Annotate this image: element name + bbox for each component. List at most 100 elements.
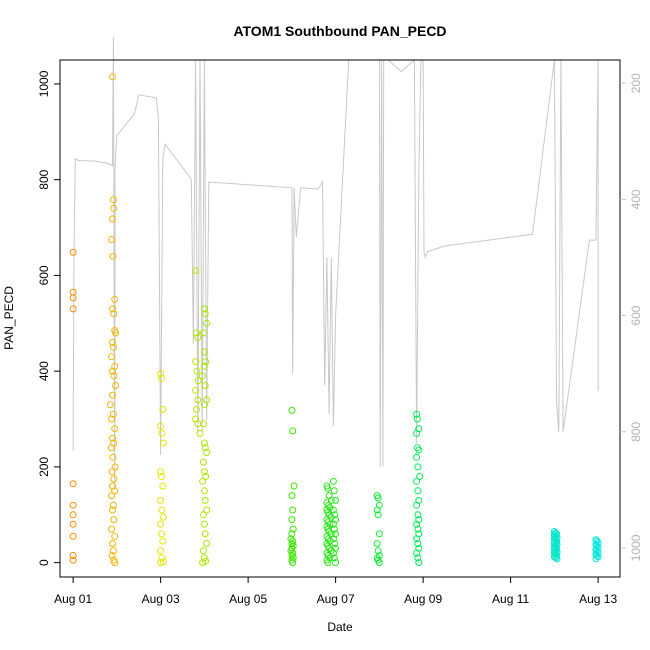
data-point [108,353,116,361]
data-point [108,468,116,476]
data-point [594,543,602,551]
data-point [329,549,337,557]
data-point [110,516,118,524]
data-point [111,487,119,495]
data-point [109,547,117,555]
data-point [200,439,208,447]
data-point [158,554,166,562]
data-point [413,410,421,418]
data-point [329,506,337,514]
data-point [109,506,116,514]
x-tick-label: Aug 09 [404,592,442,606]
data-point [159,537,167,545]
data-point [108,552,116,559]
data-point [200,348,208,356]
data-point [157,370,165,378]
data-point [109,367,116,375]
data-point [551,550,559,558]
data-point [289,525,297,533]
data-point [329,520,337,528]
secondary-series-line [72,36,599,490]
data-point [200,420,207,428]
data-point [108,492,116,500]
data-point [550,528,558,535]
data-point [375,552,383,559]
data-points-layer [69,73,602,567]
data-point [550,549,558,557]
y2-tick-label: 800 [629,421,643,441]
data-point [109,338,116,346]
data-point [202,358,210,366]
data-point [550,535,558,543]
x-tick-label: Aug 05 [229,592,267,606]
data-point [329,477,337,485]
data-point [414,463,422,471]
data-point [415,559,423,567]
data-point [159,482,167,490]
data-point [200,458,207,466]
data-point [413,520,421,528]
data-point [375,559,383,567]
data-point [289,427,297,435]
data-point [110,372,118,380]
data-point [157,520,165,528]
data-point [196,429,204,437]
data-point [69,501,77,509]
y2-tick-label: 1000 [629,534,643,561]
data-point [157,496,165,504]
data-point [413,549,421,557]
plot-frame [59,59,621,578]
data-point [202,473,210,480]
x-tick-label: Aug 01 [54,592,92,606]
data-point [200,547,207,555]
data-point [288,530,296,538]
y2-tick-label: 200 [629,73,643,93]
data-point [69,294,77,302]
x-tick-label: Aug 13 [579,592,617,606]
data-point [110,310,118,318]
data-point [157,547,165,555]
data-point [106,401,114,409]
data-point [414,487,422,495]
data-point [158,473,165,480]
data-point [200,329,207,337]
y-tick-label: 400 [37,361,51,381]
y2-tick-label: 400 [629,189,643,209]
data-point [289,506,297,514]
data-point [111,559,119,567]
data-point [107,444,115,452]
data-point [194,396,202,404]
data-point [109,434,116,442]
axes-layer: 0 200 400 600 800 1000 Aug 01 Aug 03 Aug 05 Aug 0… [37,70,643,606]
data-point [413,429,421,437]
data-point [201,310,209,318]
data-point [594,548,602,556]
data-point [108,415,116,423]
x-tick-label: Aug 11 [492,592,529,606]
data-point [159,439,167,447]
data-point [108,236,116,243]
data-point [69,552,77,559]
data-point [200,554,208,562]
data-point [324,484,332,492]
data-point [324,559,332,567]
data-point [199,477,207,485]
y-tick-label: 0 [37,559,51,566]
x-axis-title: Date [327,620,353,634]
data-point [109,73,116,81]
data-point [198,372,206,380]
data-point [157,468,165,476]
data-point [157,559,165,567]
data-point [108,525,116,533]
data-point [200,362,208,370]
data-point [594,539,602,546]
data-point [193,367,201,375]
data-point [69,556,77,564]
data-point [159,513,167,521]
y-tick-label: 600 [37,265,51,285]
data-point [193,406,200,413]
data-point [331,511,339,519]
data-point [194,334,202,342]
data-point [415,446,423,454]
